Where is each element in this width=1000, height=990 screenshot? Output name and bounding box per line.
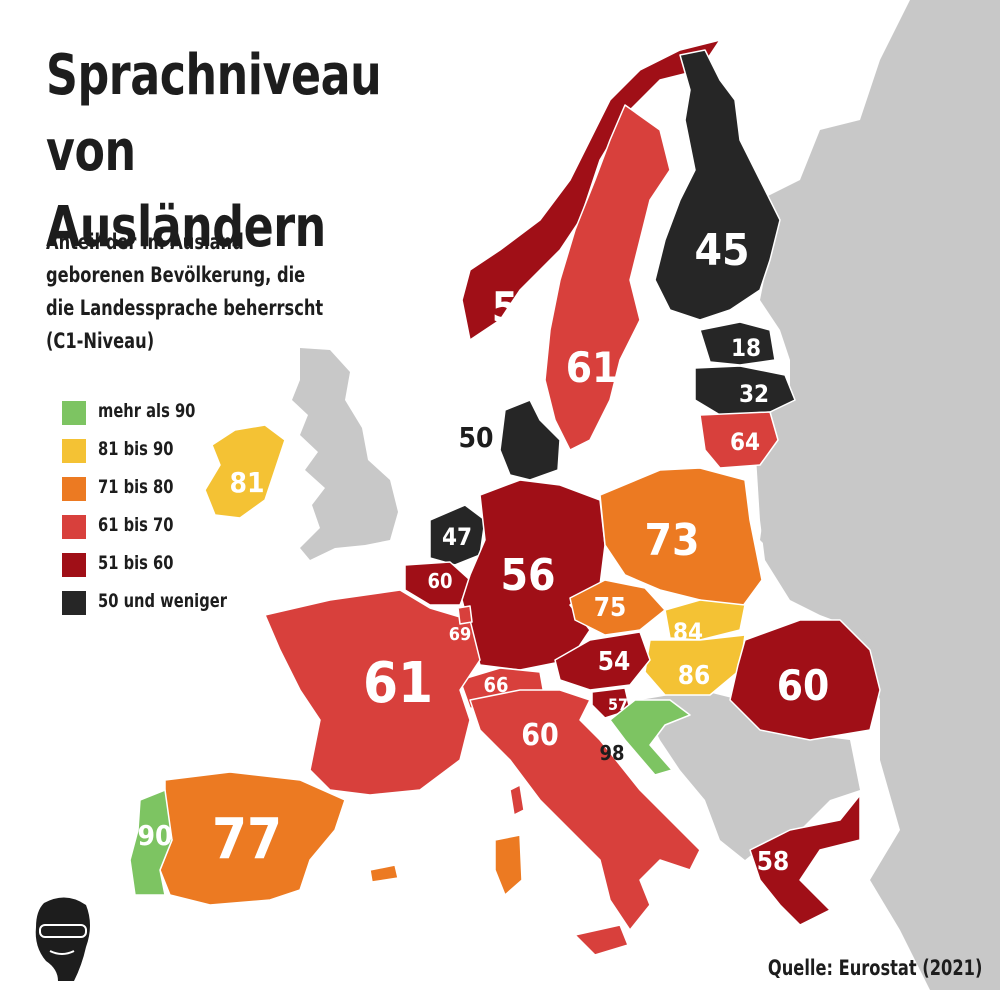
value-netherlands: 47 <box>442 523 472 551</box>
portugal-shape <box>129 789 173 896</box>
legend-swatch <box>62 591 86 615</box>
value-hungary: 86 <box>678 661 711 691</box>
value-france: 61 <box>363 651 433 716</box>
sweden-shape <box>544 104 671 451</box>
legend-swatch <box>62 553 86 577</box>
belgium-shape <box>404 561 471 606</box>
legend-label: 61 bis 70 <box>98 514 174 536</box>
value-norway: 57 <box>492 283 545 332</box>
value-romania: 60 <box>777 661 830 710</box>
value-latvia: 32 <box>739 380 769 408</box>
page-subtitle: Anteil der im Ausland geborenen Bevölker… <box>46 230 324 353</box>
finland-shape <box>654 49 781 321</box>
page-title: Sprachniveau von Ausländern <box>46 43 382 260</box>
luxembourg-shape <box>457 605 473 625</box>
balearic-shape <box>369 864 399 883</box>
italy-shape <box>469 689 701 931</box>
legend-swatch <box>62 515 86 539</box>
legend-label: 50 und weniger <box>98 590 227 612</box>
no-data-regions <box>292 0 1000 990</box>
source-credit: Quelle: Eurostat (2021) <box>767 956 982 980</box>
value-italy: 60 <box>521 718 559 753</box>
estonia-shape <box>699 321 776 366</box>
legend-label: mehr als 90 <box>98 400 196 422</box>
value-belgium: 60 <box>427 569 452 593</box>
value-finland: 45 <box>694 225 749 276</box>
legend-swatch <box>62 439 86 463</box>
france-shape <box>264 589 481 796</box>
belarus-ukraine-region <box>755 430 920 660</box>
romania-shape <box>729 619 881 741</box>
hungary-shape <box>644 634 746 696</box>
poland-shape <box>599 467 763 611</box>
value-switzerland: 66 <box>483 673 508 697</box>
legend-swatch <box>62 477 86 501</box>
corsica-shape <box>509 784 525 816</box>
denmark-shape <box>499 399 561 481</box>
czechia-shape <box>569 579 666 636</box>
countries <box>129 39 881 956</box>
value-croatia: 98 <box>599 741 624 765</box>
value-portugal: 90 <box>137 819 172 852</box>
value-estonia: 18 <box>731 334 761 362</box>
legend-swatch <box>62 401 86 425</box>
value-germany: 56 <box>500 550 555 601</box>
lithuania-shape <box>699 411 779 469</box>
croatia-shape <box>609 699 691 776</box>
value-sweden: 61 <box>566 343 619 392</box>
value-slovakia: 84 <box>673 618 703 646</box>
slovakia-shape <box>664 599 746 641</box>
latvia-shape <box>694 365 796 416</box>
uk-island <box>292 348 398 560</box>
balkans-region <box>640 690 860 860</box>
sicily-shape <box>574 924 629 956</box>
legend-label: 81 bis 90 <box>98 438 174 460</box>
ireland-shape <box>204 424 286 519</box>
face-with-sunglasses-logo <box>35 897 90 981</box>
value-austria: 54 <box>598 647 631 677</box>
greece-shape <box>749 794 861 926</box>
legend-label: 51 bis 60 <box>98 552 174 574</box>
value-labels: 45 57 61 18 32 64 50 81 47 60 69 56 73 7… <box>137 225 829 877</box>
value-poland: 73 <box>644 515 699 566</box>
legend-label: 71 bis 80 <box>98 476 174 498</box>
value-spain: 77 <box>212 807 282 872</box>
value-greece: 58 <box>757 847 790 877</box>
sardinia-shape <box>494 834 523 896</box>
austria-shape <box>554 631 651 691</box>
value-ireland: 81 <box>229 466 264 499</box>
value-czechia: 75 <box>594 593 627 623</box>
value-lithuania: 64 <box>730 428 760 456</box>
value-slovenia: 57 <box>608 695 628 714</box>
value-luxembourg: 69 <box>449 624 472 645</box>
value-denmark: 50 <box>458 421 493 454</box>
